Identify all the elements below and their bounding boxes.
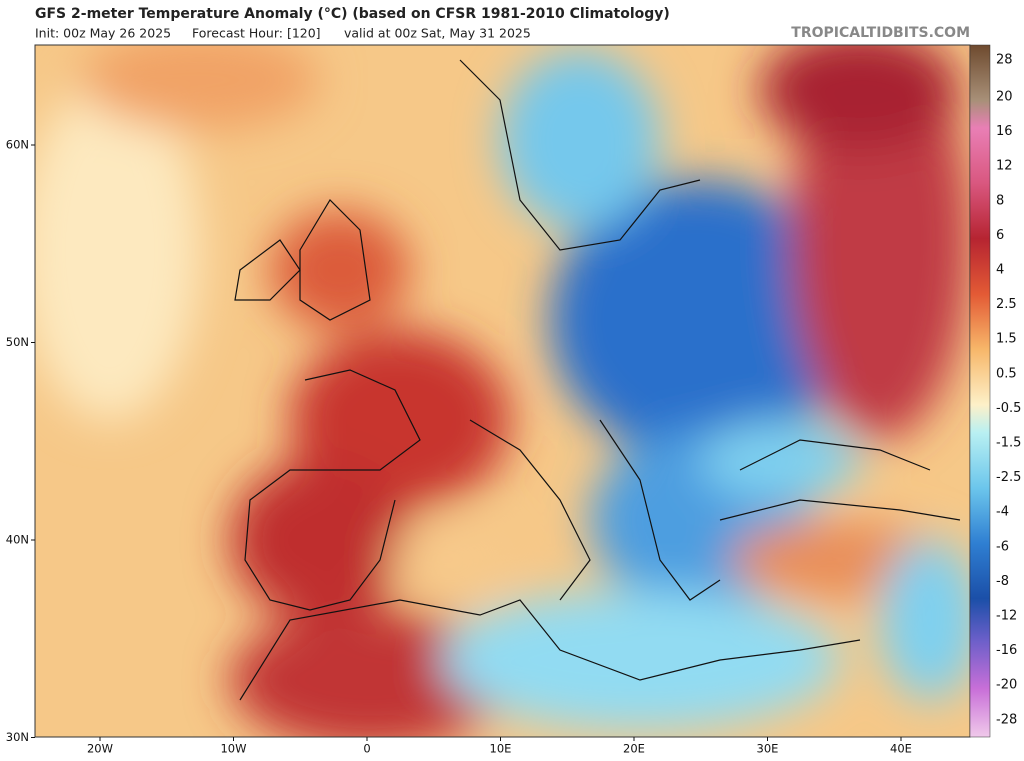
colorbar-label: -0.5 xyxy=(996,401,1021,416)
lon-label: 20W xyxy=(87,742,113,756)
title: GFS 2-meter Temperature Anomaly (°C) (ba… xyxy=(35,6,670,22)
colorbar-label: 4 xyxy=(996,263,1004,278)
lon-label: 40E xyxy=(890,742,912,756)
lat-label: 60N xyxy=(6,138,29,152)
lon-label: 30E xyxy=(757,742,779,756)
colorbar-label: 20 xyxy=(996,90,1013,105)
colorbar-label: -28 xyxy=(996,712,1017,727)
watermark: TROPICALTIDBITS.COM xyxy=(791,25,970,41)
lon-label: 10E xyxy=(490,742,512,756)
colorbar-label: -6 xyxy=(996,539,1009,554)
colorbar xyxy=(969,44,991,738)
forecast-hour: Forecast Hour: [120] xyxy=(192,26,321,41)
colorbar-label: 0.5 xyxy=(996,366,1017,381)
colorbar-label: 16 xyxy=(996,124,1013,139)
lon-label: 0 xyxy=(363,742,370,756)
colorbar-label: 28 xyxy=(996,53,1013,68)
colorbar-label: -4 xyxy=(996,505,1009,520)
colorbar-label: -12 xyxy=(996,609,1017,624)
anomaly-map xyxy=(35,45,970,737)
colorbar-label: -8 xyxy=(996,574,1009,589)
colorbar-label: -20 xyxy=(996,678,1017,693)
init-time: Init: 00z May 26 2025 xyxy=(35,26,171,41)
lon-label: 10W xyxy=(220,742,246,756)
colorbar-label: 1.5 xyxy=(996,332,1017,347)
colorbar-label: 6 xyxy=(996,228,1004,243)
colorbar-label: -2.5 xyxy=(996,470,1021,485)
colorbar-label: -16 xyxy=(996,643,1017,658)
colorbar-label: 8 xyxy=(996,193,1004,208)
lat-label: 50N xyxy=(6,335,29,349)
colorbar-label: 12 xyxy=(996,159,1013,174)
colorbar-label: 2.5 xyxy=(996,297,1017,312)
lon-label: 20E xyxy=(623,742,645,756)
lat-label: 30N xyxy=(6,730,29,744)
lat-label: 40N xyxy=(6,533,29,547)
valid-time: valid at 00z Sat, May 31 2025 xyxy=(344,26,531,41)
colorbar-label: -1.5 xyxy=(996,436,1021,451)
